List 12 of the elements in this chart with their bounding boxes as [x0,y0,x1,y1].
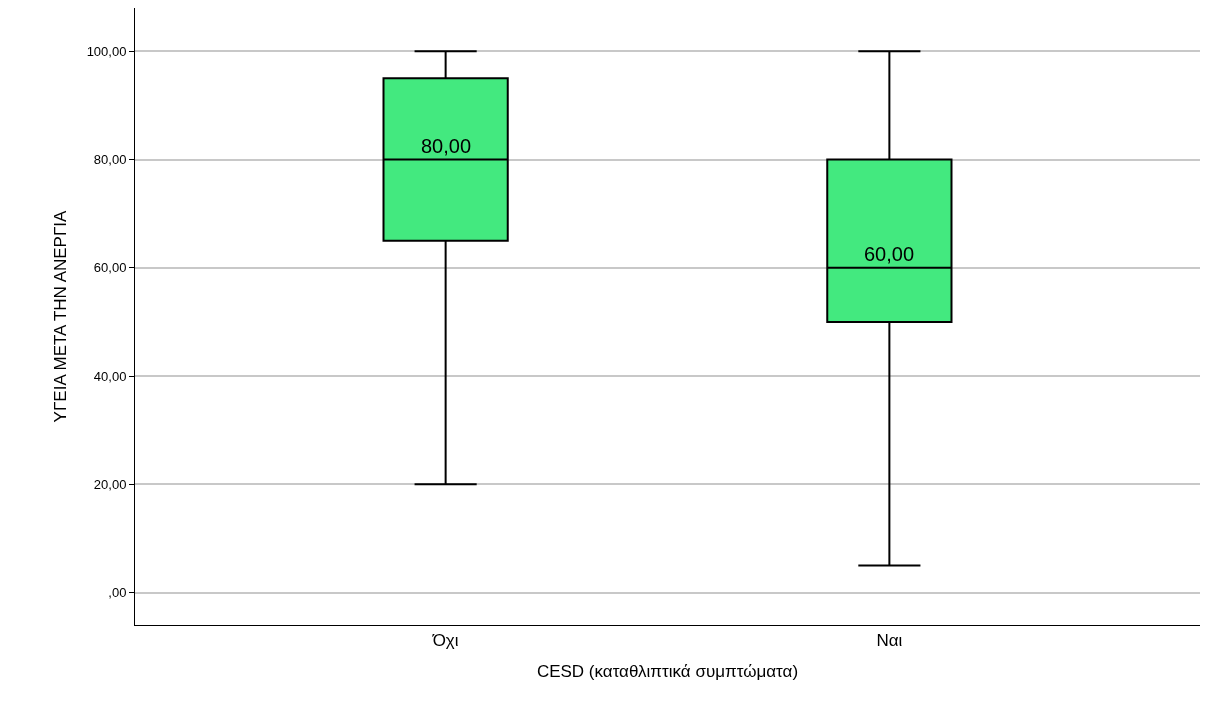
y-tick-label: 100,00 [86,43,127,59]
annotation: 60,00 [864,243,915,265]
y-tick-label: 20,00 [93,476,127,492]
y-axis-title: ΥΓΕΙΑ ΜΕΤΑ ΤΗΝ ΑΝΕΡΓΙΑ [51,209,71,423]
y-tick-label: 60,00 [93,260,127,276]
annotation: 80,00 [421,135,472,157]
y-tick-label: ,00 [108,585,127,601]
x-axis-title: CESD (καταθλιπτικά συμπτώματα) [536,661,799,681]
y-tick-label: 80,00 [93,152,127,168]
x-tick-label: Όχι [431,631,459,651]
x-tick-label: Ναι [876,631,903,651]
y-tick-label: 40,00 [93,368,127,384]
